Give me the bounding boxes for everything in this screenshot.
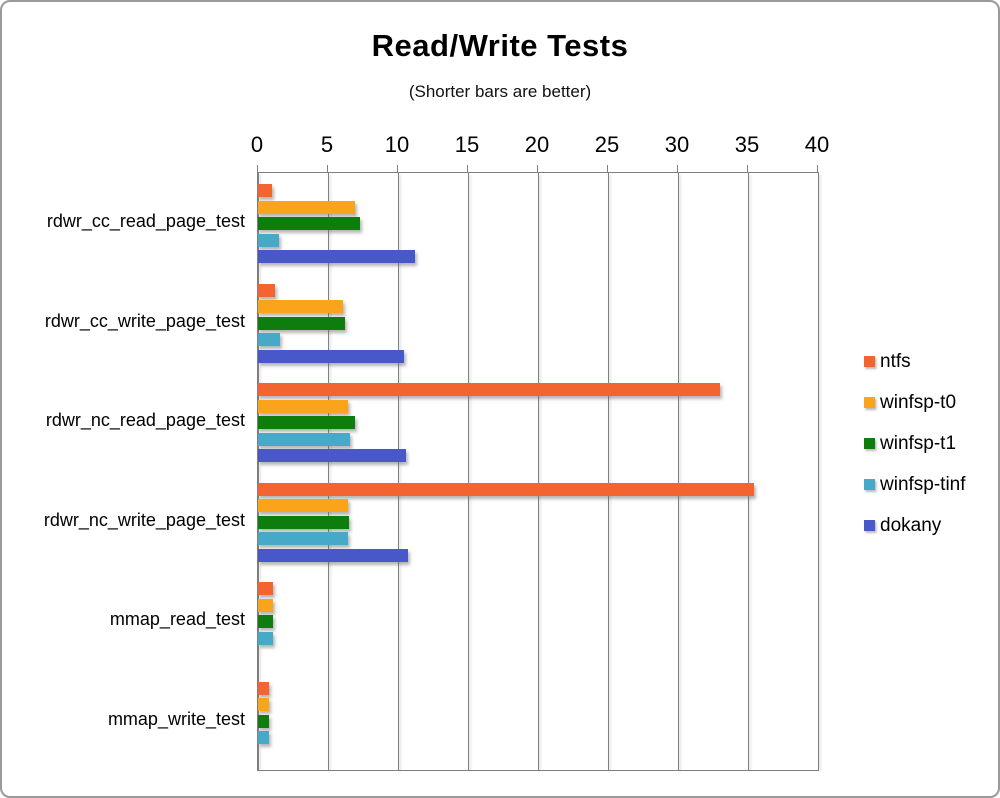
bar-winfsp-t0-rdwr_cc_read_page_test: [258, 200, 355, 214]
bar-winfsp-t0-rdwr_nc_read_page_test: [258, 399, 348, 413]
bar-ntfs-rdwr_nc_write_page_test: [258, 482, 754, 496]
bar-winfsp-t1-rdwr_nc_write_page_test: [258, 515, 349, 529]
bar-winfsp-t1-rdwr_nc_read_page_test: [258, 416, 355, 430]
legend-label-ntfs: ntfs: [880, 350, 911, 372]
bar-winfsp-t1-rdwr_cc_write_page_test: [258, 316, 345, 330]
legend-label-dokany: dokany: [880, 514, 942, 536]
x-tick-label-15: 15: [454, 132, 480, 157]
x-tick-label-35: 35: [734, 132, 760, 157]
x-tick-5: [327, 165, 328, 172]
bar-dokany-rdwr_cc_read_page_test: [258, 250, 415, 264]
gridline-x-30: [678, 173, 679, 770]
bar-winfsp-t1-mmap_read_test: [258, 615, 274, 629]
x-tick-label-30: 30: [664, 132, 690, 157]
plot-area: [257, 172, 819, 771]
x-tick-10: [397, 165, 398, 172]
legend-swatch-dokany: [864, 520, 875, 531]
bar-winfsp-tinf-rdwr_nc_write_page_test: [258, 532, 348, 546]
x-tick-label-25: 25: [594, 132, 620, 157]
chart-title: Read/Write Tests: [371, 28, 629, 63]
bar-dokany-rdwr_nc_write_page_test: [258, 548, 408, 562]
category-label-rdwr_nc_read_page_test: rdwr_nc_read_page_test: [45, 410, 245, 431]
gridline-x-10: [398, 173, 399, 770]
legend-swatch-ntfs: [864, 356, 875, 367]
bar-winfsp-t1-mmap_write_test: [258, 714, 270, 728]
category-label-mmap_write_test: mmap_write_test: [107, 708, 245, 729]
legend-label-winfsp-t1: winfsp-t1: [880, 432, 957, 454]
category-label-rdwr_cc_write_page_test: rdwr_cc_write_page_test: [44, 310, 245, 331]
gridline-x-35: [748, 173, 749, 770]
bar-winfsp-t1-rdwr_cc_read_page_test: [258, 217, 361, 231]
x-tick-0: [257, 165, 258, 172]
legend-item-ntfs: ntfs: [864, 341, 966, 382]
category-label-mmap_read_test: mmap_read_test: [109, 609, 245, 630]
bar-ntfs-rdwr_nc_read_page_test: [258, 383, 720, 396]
bar-winfsp-t0-mmap_write_test: [258, 698, 270, 712]
legend-item-dokany: dokany: [864, 505, 966, 546]
bar-winfsp-tinf-rdwr_cc_write_page_test: [258, 333, 281, 347]
bar-winfsp-tinf-rdwr_nc_read_page_test: [258, 432, 351, 446]
legend-swatch-winfsp-t0: [864, 397, 875, 408]
x-tick-30: [677, 165, 678, 172]
x-tick-20: [537, 165, 538, 172]
x-tick-25: [607, 165, 608, 172]
category-label-rdwr_nc_write_page_test: rdwr_nc_write_page_test: [43, 509, 245, 530]
bar-ntfs-mmap_write_test: [258, 681, 270, 695]
gridline-x-15: [468, 173, 469, 770]
bar-ntfs-mmap_read_test: [258, 582, 274, 595]
legend-label-winfsp-tinf: winfsp-tinf: [880, 473, 966, 495]
bar-winfsp-t0-rdwr_cc_write_page_test: [258, 300, 344, 314]
legend-swatch-winfsp-t1: [864, 438, 875, 449]
gridline-x-5: [328, 173, 329, 770]
bar-winfsp-t0-rdwr_nc_write_page_test: [258, 499, 348, 513]
bar-winfsp-tinf-rdwr_cc_read_page_test: [258, 233, 279, 247]
x-tick-label-0: 0: [250, 132, 264, 157]
bar-ntfs-rdwr_cc_read_page_test: [258, 184, 272, 197]
x-tick-label-5: 5: [320, 132, 334, 157]
chart-subtitle: (Shorter bars are better): [408, 82, 592, 101]
legend-label-winfsp-t0: winfsp-t0: [880, 391, 957, 413]
bar-winfsp-tinf-mmap_read_test: [258, 631, 274, 645]
x-tick-label-20: 20: [524, 132, 550, 157]
bar-ntfs-rdwr_cc_write_page_test: [258, 283, 275, 297]
bar-dokany-rdwr_nc_read_page_test: [258, 449, 407, 463]
legend-swatch-winfsp-tinf: [864, 479, 875, 490]
x-tick-40: [817, 165, 818, 172]
gridline-x-20: [538, 173, 539, 770]
x-tick-35: [747, 165, 748, 172]
x-tick-15: [467, 165, 468, 172]
category-label-rdwr_cc_read_page_test: rdwr_cc_read_page_test: [46, 211, 245, 232]
bar-dokany-rdwr_cc_write_page_test: [258, 349, 404, 363]
legend-item-winfsp-t0: winfsp-t0: [864, 382, 966, 423]
gridline-x-0: [258, 173, 259, 770]
x-tick-label-10: 10: [384, 132, 410, 157]
bar-winfsp-tinf-mmap_write_test: [258, 731, 270, 745]
legend: ntfs winfsp-t0 winfsp-t1 winfsp-tinf dokany: [864, 341, 966, 546]
x-tick-label-40: 40: [804, 132, 830, 157]
legend-item-winfsp-tinf: winfsp-tinf: [864, 464, 966, 505]
bar-winfsp-t0-mmap_read_test: [258, 598, 274, 612]
gridline-x-25: [608, 173, 609, 770]
gridline-x-40: [818, 173, 819, 770]
legend-item-winfsp-t1: winfsp-t1: [864, 423, 966, 464]
